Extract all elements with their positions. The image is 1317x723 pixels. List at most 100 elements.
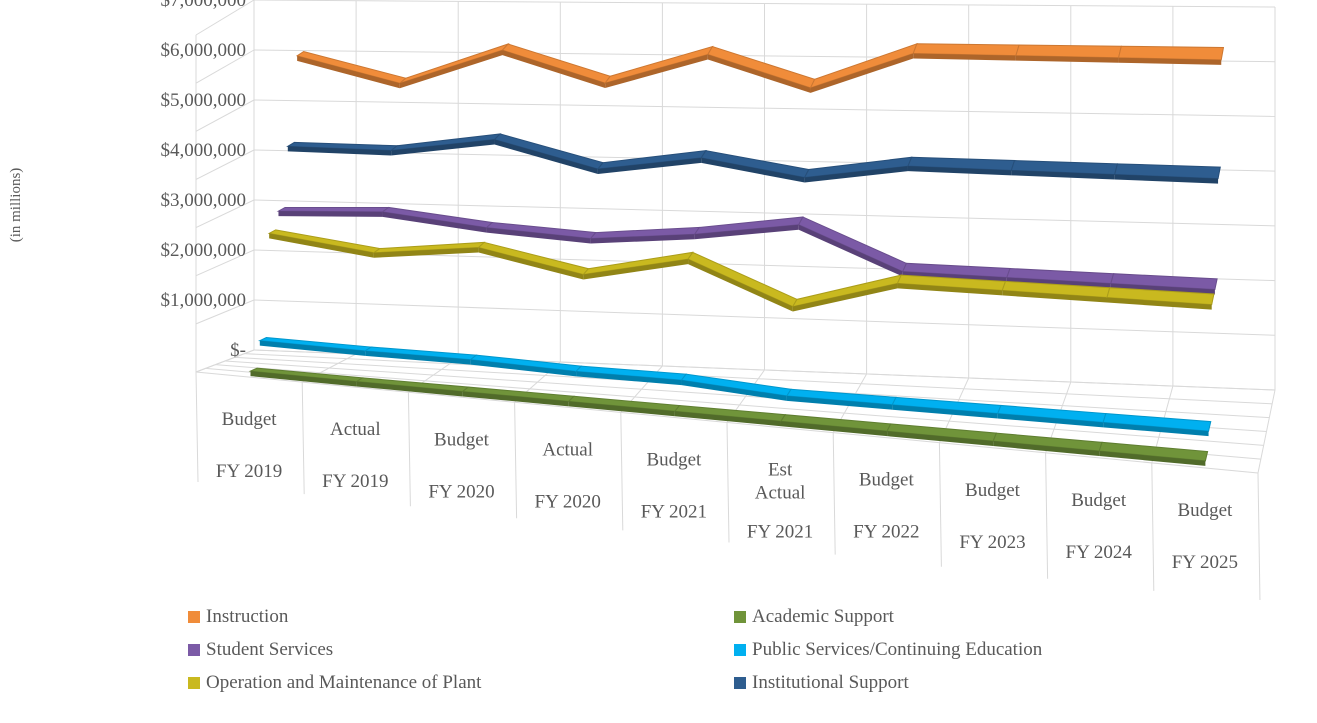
series-line (295, 42, 1225, 93)
legend-swatch (734, 677, 746, 689)
series-segment-edge (568, 401, 675, 417)
series-segment-edge (605, 54, 708, 89)
svg-text:Budget: Budget (859, 470, 915, 491)
x-category-label: Budget FY 2022 (853, 470, 919, 543)
legend-item: Academic Support (734, 606, 894, 628)
series-segment-edge (391, 139, 495, 156)
legend-swatch (188, 677, 200, 689)
legend-swatch (188, 611, 200, 623)
series-segment-edge (1118, 57, 1222, 65)
series-segment-edge (780, 421, 888, 437)
series-segment-edge (798, 224, 903, 277)
series-segment-edge (470, 359, 577, 377)
svg-text:FY 2024: FY 2024 (1066, 542, 1133, 563)
series-segment (798, 216, 908, 273)
svg-text:Budget: Budget (1071, 490, 1127, 511)
series-segment (687, 251, 798, 308)
legend-swatch (188, 644, 200, 656)
legend-label: Instruction (206, 606, 289, 627)
legend-item: Operation and Maintenance of Plant (188, 672, 481, 694)
series-segment-edge (1106, 297, 1212, 310)
series-line (257, 337, 1212, 437)
svg-text:Budget: Budget (646, 449, 702, 470)
series-segment-edge (804, 166, 908, 183)
x-category-label: Budget FY 2024 (1066, 490, 1133, 563)
series-segment-edge (269, 233, 374, 258)
series-segment-edge (1011, 170, 1115, 180)
svg-text:Actual: Actual (330, 419, 381, 440)
chart-3d-line: $- $1,000,000 $2,000,000 $3,000,000 $4,000,0… (8, 0, 1276, 600)
series-segment-edge (287, 146, 392, 156)
series-segment-edge (897, 283, 1003, 296)
y-tick-label: $7,000,000 (161, 0, 247, 11)
series-segment (295, 50, 407, 84)
y-tick-label: $2,000,000 (161, 240, 247, 261)
series-segment-edge (694, 224, 799, 240)
series-segment-edge (792, 283, 898, 312)
series-segment-edge (1002, 290, 1107, 303)
y-tick-label: $5,000,000 (161, 90, 247, 111)
series-segment (1114, 163, 1221, 180)
series-segment-edge (1103, 422, 1209, 437)
svg-text:FY 2022: FY 2022 (853, 522, 919, 543)
series-line (267, 229, 1215, 312)
series-segment-edge (907, 166, 1012, 176)
svg-text:Budget: Budget (965, 480, 1021, 501)
series-segment (603, 45, 714, 84)
series-segment-edge (1110, 283, 1215, 295)
svg-text:Actual: Actual (755, 483, 806, 504)
legend-label: Academic Support (752, 606, 894, 627)
legend-item: Institutional Support (734, 672, 909, 694)
series-segment (501, 43, 612, 84)
svg-text:Budget: Budget (222, 409, 278, 430)
x-category-label: Budget FY 2025 (1172, 500, 1238, 573)
y-tick-label: $4,000,000 (161, 140, 247, 161)
series-segment-edge (993, 441, 1100, 456)
series-segment-edge (913, 53, 1016, 61)
series-segment-edge (356, 381, 463, 397)
series-segment-edge (502, 50, 606, 89)
x-category-label: Budget FY 2020 (428, 429, 494, 502)
svg-text:FY 2021: FY 2021 (747, 522, 813, 543)
x-category-label: Budget FY 2019 (216, 409, 282, 482)
series-segment-edge (786, 395, 893, 410)
svg-text:FY 2023: FY 2023 (959, 532, 1025, 553)
series-segment-edge (707, 54, 811, 93)
series-segment-edge (576, 371, 682, 386)
series-segment-edge (278, 211, 383, 217)
legend-label: Institutional Support (752, 672, 909, 693)
series-segment-edge (486, 227, 591, 244)
legend-label: Student Services (206, 639, 334, 660)
series-segment (1117, 45, 1225, 61)
series-segment-edge (1114, 174, 1219, 184)
y-axis-ticks: $- $1,000,000 $2,000,000 $3,000,000 $4,000,0… (161, 0, 247, 361)
series-lines (248, 42, 1225, 466)
series-segment-edge (810, 53, 914, 93)
series-segment-edge (250, 371, 357, 387)
series-segment (399, 42, 510, 84)
series-segment-edge (674, 411, 781, 427)
series-line (248, 367, 1209, 466)
series-segment (493, 133, 604, 170)
legend-swatch (734, 611, 746, 623)
legend-label: Public Services/Continuing Education (752, 639, 1043, 660)
series-segment-edge (462, 391, 569, 407)
svg-text:Budget: Budget (434, 429, 490, 450)
series-segment-edge (1015, 55, 1119, 63)
x-category-label: Budget FY 2023 (959, 480, 1025, 553)
legend-item: Instruction (188, 606, 288, 628)
svg-text:FY 2019: FY 2019 (322, 471, 388, 492)
series-line (276, 206, 1218, 295)
legend-item: Public Services/Continuing Education (734, 639, 1042, 661)
svg-text:FY 2020: FY 2020 (535, 491, 601, 512)
legend-label: Operation and Maintenance of Plant (206, 672, 482, 693)
series-segment (707, 45, 816, 89)
svg-text:FY 2025: FY 2025 (1172, 552, 1238, 573)
series-segment-edge (373, 247, 479, 258)
series-segment-edge (382, 211, 487, 233)
series-segment-edge (681, 380, 787, 401)
series-line (286, 133, 1221, 184)
series-segment (1015, 44, 1122, 59)
